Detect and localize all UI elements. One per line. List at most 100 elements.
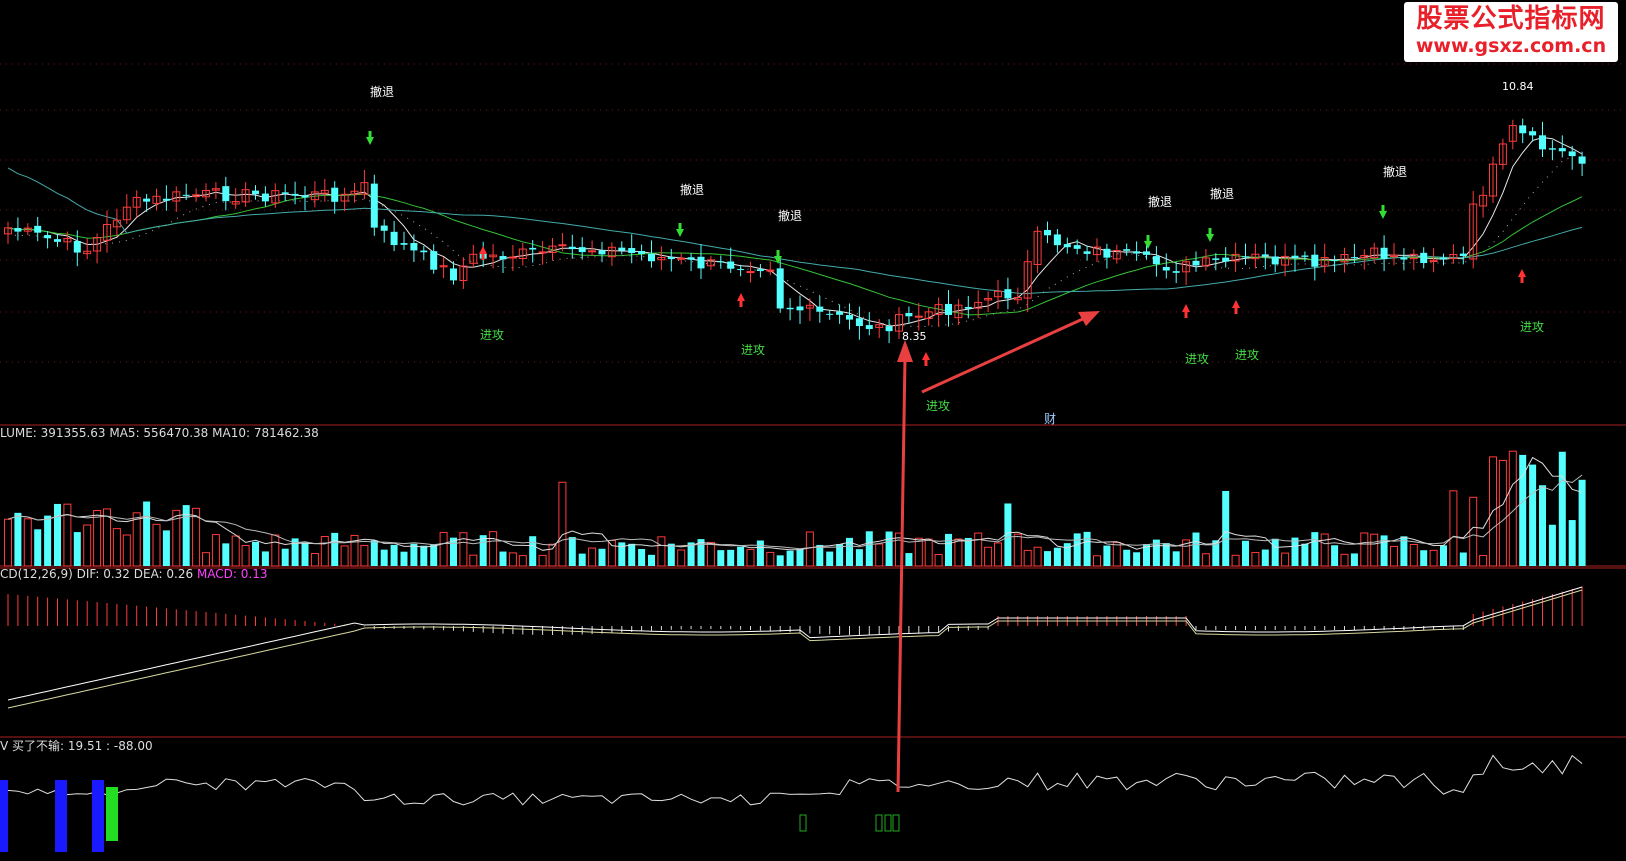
candle-body bbox=[1201, 257, 1210, 267]
volume-bar bbox=[1123, 549, 1131, 566]
volume-ma5-line bbox=[7, 456, 1583, 551]
volume-bar bbox=[350, 534, 359, 567]
volume-bar bbox=[548, 543, 557, 567]
volume-bar bbox=[103, 508, 111, 567]
candlestick bbox=[855, 306, 863, 340]
candlestick bbox=[222, 176, 230, 211]
candlestick bbox=[607, 242, 616, 266]
candle-body bbox=[172, 191, 181, 202]
candle-body bbox=[1429, 259, 1438, 262]
candlestick bbox=[439, 257, 448, 279]
candle-body bbox=[1033, 230, 1042, 265]
volume-bar bbox=[241, 545, 250, 567]
annotation-arrowhead bbox=[897, 340, 913, 362]
volume-bar bbox=[112, 528, 121, 567]
indicator-bar-blue bbox=[0, 780, 8, 852]
candlestick bbox=[1360, 249, 1369, 270]
candle-body bbox=[518, 248, 527, 260]
candle-body bbox=[865, 325, 873, 330]
candle-body bbox=[1083, 251, 1091, 254]
indicator-bar-outline bbox=[892, 814, 900, 832]
volume-bar bbox=[1498, 459, 1507, 567]
volume-bar bbox=[380, 549, 388, 566]
candle-body bbox=[1143, 251, 1150, 255]
volume-bar bbox=[301, 542, 309, 566]
candlestick bbox=[211, 182, 220, 200]
candlestick bbox=[706, 255, 715, 270]
candlestick bbox=[320, 178, 329, 202]
candlestick bbox=[737, 264, 745, 277]
candle-body bbox=[687, 257, 695, 260]
candle-body bbox=[805, 304, 814, 309]
candle-body bbox=[93, 237, 102, 252]
candle-body bbox=[1508, 125, 1517, 142]
candle-body bbox=[252, 190, 259, 195]
candle-body bbox=[1291, 255, 1299, 258]
signal-arrows bbox=[366, 131, 1526, 366]
candlestick bbox=[1459, 246, 1467, 265]
candle-body bbox=[529, 247, 537, 250]
candle-body bbox=[1053, 234, 1061, 246]
candlestick bbox=[1112, 244, 1121, 264]
candlestick bbox=[558, 232, 567, 252]
volume-bar bbox=[83, 524, 92, 567]
candlestick bbox=[687, 253, 695, 272]
candlestick bbox=[360, 170, 369, 200]
candlestick bbox=[885, 319, 893, 344]
volume-bar bbox=[1222, 490, 1230, 566]
volume-bar bbox=[1301, 543, 1309, 566]
candle-body bbox=[1271, 256, 1279, 265]
candle-body bbox=[83, 250, 92, 255]
attack-arrow-icon bbox=[922, 352, 930, 366]
candlestick bbox=[23, 223, 32, 236]
candle-body bbox=[994, 290, 1002, 298]
candle-body bbox=[1350, 257, 1358, 259]
volume-bar bbox=[430, 544, 438, 566]
volume-bar bbox=[202, 552, 210, 567]
candlestick bbox=[192, 188, 201, 202]
candlestick bbox=[1350, 243, 1358, 263]
candlestick bbox=[231, 188, 240, 209]
macd-value: MACD: 0.13 bbox=[196, 567, 268, 581]
candlestick bbox=[598, 241, 606, 263]
candlesticks[interactable] bbox=[4, 118, 1586, 344]
candle-body bbox=[746, 271, 755, 274]
volume-bar bbox=[400, 551, 408, 566]
watermark-title: 股票公式指标网 bbox=[1416, 4, 1606, 34]
candlestick bbox=[1529, 127, 1537, 142]
candle-body bbox=[1489, 163, 1497, 197]
candle-body bbox=[875, 324, 884, 328]
candle-body bbox=[1400, 257, 1408, 260]
candlestick bbox=[291, 181, 299, 205]
volume-bars[interactable] bbox=[4, 450, 1586, 567]
candle-body bbox=[54, 239, 61, 242]
candlestick bbox=[1083, 245, 1091, 261]
candlestick bbox=[1013, 287, 1022, 305]
candle-body bbox=[598, 250, 606, 255]
candle-body bbox=[1123, 249, 1131, 251]
volume-bar bbox=[390, 544, 398, 566]
watermark-logo: 股票公式指标网 www.gsxz.com.cn bbox=[1404, 2, 1618, 62]
candle-body bbox=[648, 253, 655, 262]
candle-body bbox=[331, 187, 339, 202]
annotation-arrow-vertical bbox=[896, 357, 907, 793]
candle-body bbox=[1390, 254, 1398, 258]
candlestick bbox=[1212, 253, 1220, 271]
candle-body bbox=[737, 269, 745, 271]
candle-body bbox=[1568, 151, 1576, 157]
retreat-arrow-icon bbox=[1206, 228, 1214, 242]
candlestick bbox=[974, 290, 983, 318]
candlestick bbox=[1400, 248, 1408, 271]
candlestick bbox=[172, 186, 181, 212]
candlestick bbox=[529, 240, 537, 263]
volume-bar bbox=[310, 553, 319, 567]
volume-bar bbox=[271, 534, 280, 567]
volume-bar bbox=[1172, 551, 1180, 566]
candlestick bbox=[1489, 156, 1497, 203]
volume-bar bbox=[370, 540, 378, 566]
annotation-arrows bbox=[896, 311, 1100, 793]
candle-body bbox=[1231, 253, 1240, 262]
candlestick bbox=[836, 304, 844, 324]
volume-bar bbox=[1578, 479, 1586, 566]
